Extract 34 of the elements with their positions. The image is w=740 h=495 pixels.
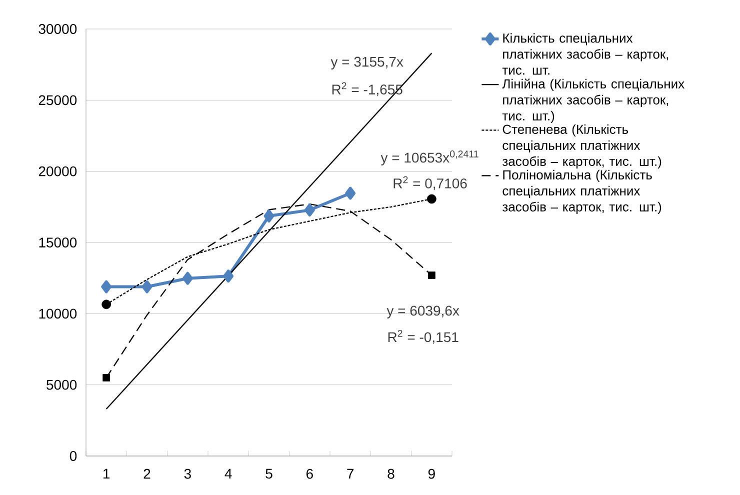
- annotation: y = 10653x$^{0,2411}$: [380, 150, 478, 166]
- y-tick-label: 20000: [38, 166, 77, 176]
- y-tick-label: 15000: [39, 238, 77, 248]
- point: [304, 204, 315, 217]
- x-tick-label: 4: [224, 468, 232, 478]
- point: [101, 280, 112, 294]
- point: [223, 270, 234, 283]
- y-tick-label: 25000: [38, 95, 77, 106]
- legend-label: Лінійна (Кількість спеціальних платіжних засобів – карток, тис. шт.): [502, 78, 684, 124]
- x-tick-label: 8: [388, 468, 394, 479]
- point: [102, 300, 112, 310]
- point: [142, 280, 152, 294]
- y-tick-label: 10000: [39, 308, 77, 319]
- legend-label: Кількість спеціальних платіжних засобів – карток, тис. шт.: [502, 33, 668, 75]
- x-tick-label: 5: [266, 468, 272, 479]
- annotation: y = 3155,7x: [330, 56, 404, 70]
- x-tick-label: 3: [184, 468, 191, 479]
- y-tick-label: 5000: [46, 380, 77, 390]
- annotation: y = 6039,6x: [386, 306, 460, 318]
- x-tick-label: 9: [428, 468, 435, 479]
- x-tick-label: 2: [144, 468, 150, 479]
- x-tick-label: 1: [104, 468, 110, 478]
- point: [264, 210, 274, 222]
- legend-label: Степенева (Кількість спеціальних платіжних засобів – карток, тис. шт.): [502, 124, 662, 169]
- y-tick-label: 0: [70, 451, 77, 461]
- annotation: R$^{2}$ = -0,151: [388, 330, 458, 344]
- annotation: R$^{2}$ = 0,7106: [394, 176, 467, 190]
- legend-label: Поліноміальна (Кількість спеціальних платіжних засобів – карток, тис. шт.): [502, 170, 662, 214]
- x-tick-label: 7: [347, 468, 354, 478]
- y-tick-label: 30000: [38, 24, 77, 34]
- point: [345, 186, 356, 200]
- x-tick-label: 6: [306, 468, 313, 479]
- point: [102, 374, 110, 382]
- point: [182, 272, 193, 285]
